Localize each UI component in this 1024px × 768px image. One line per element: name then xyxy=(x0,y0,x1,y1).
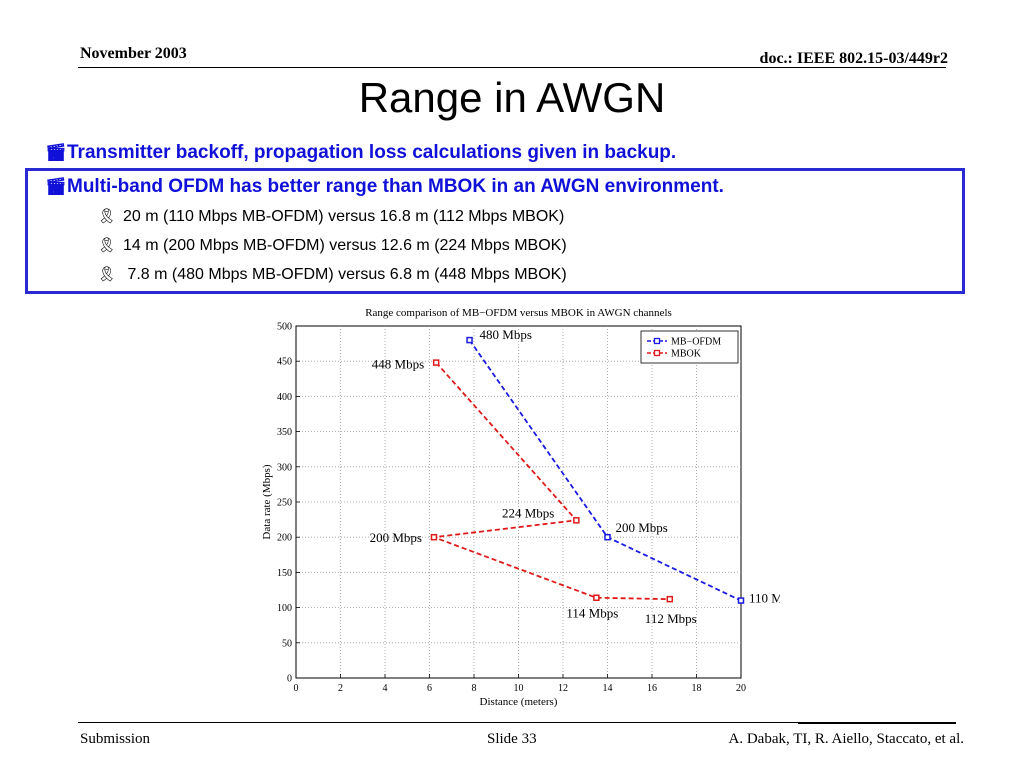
bullet-2-text: Multi-band OFDM has better range than MB… xyxy=(67,176,724,197)
x-tick-label: 4 xyxy=(383,683,388,694)
x-tick-label: 20 xyxy=(736,683,746,694)
legend-marker xyxy=(653,349,661,357)
data-label: 114 Mbps xyxy=(566,606,618,621)
data-point xyxy=(432,359,440,366)
subbullet-3: 🎗︎ 7.8 m (480 Mbps MB-OFDM) versus 6.8 m… xyxy=(97,265,567,284)
data-point xyxy=(466,336,473,344)
y-tick-label: 500 xyxy=(277,322,292,333)
data-point xyxy=(604,533,611,541)
y-tick-label: 450 xyxy=(277,357,292,368)
data-label: 112 Mbps xyxy=(645,611,697,626)
ribbon-icon: 🎗︎ xyxy=(97,237,117,254)
clapperboard-icon: 🎬︎ xyxy=(45,143,67,162)
x-tick-label: 12 xyxy=(558,683,568,694)
slide-title: Range in AWGN xyxy=(358,74,666,121)
legend-marker xyxy=(653,337,661,345)
x-tick-label: 6 xyxy=(427,683,432,694)
x-tick-label: 14 xyxy=(603,683,613,694)
x-tick-label: 10 xyxy=(514,683,524,694)
data-label: 480 Mbps xyxy=(480,327,532,342)
x-tick-label: 0 xyxy=(294,683,299,694)
subbullet-2: 🎗︎ 14 m (200 Mbps MB-OFDM) versus 12.6 m … xyxy=(97,236,567,255)
header-doc-id: doc.: IEEE 802.15-03/449r2 xyxy=(759,50,948,67)
data-label: 200 Mbps xyxy=(616,520,668,535)
ribbon-icon: 🎗︎ xyxy=(97,266,117,283)
data-point xyxy=(593,594,600,601)
range-chart: Range comparison of MB−OFDM versus MBOK … xyxy=(261,307,780,708)
data-label: 110 Mbps xyxy=(749,591,780,606)
x-tick-label: 16 xyxy=(647,683,657,694)
data-point xyxy=(737,597,745,604)
x-axis-label: Distance (meters) xyxy=(480,696,558,708)
subbullet-1-text: 20 m (110 Mbps MB-OFDM) versus 16.8 m (1… xyxy=(123,208,565,225)
data-point xyxy=(430,533,438,541)
data-point xyxy=(573,517,580,524)
footer-submission: Submission xyxy=(80,731,151,747)
subbullet-1: 🎗︎ 20 m (110 Mbps MB-OFDM) versus 16.8 m … xyxy=(97,207,564,226)
y-tick-label: 300 xyxy=(277,462,292,473)
legend-label: MB−OFDM xyxy=(671,337,721,348)
footer-slide-number: Slide 33 xyxy=(487,731,537,747)
y-tick-label: 150 xyxy=(277,568,292,579)
chart-title: Range comparison of MB−OFDM versus MBOK … xyxy=(365,307,672,319)
data-point xyxy=(666,595,674,603)
legend-box xyxy=(640,330,739,364)
clapperboard-icon: 🎬︎ xyxy=(45,177,67,196)
y-axis-label: Data rate (Mbps) xyxy=(261,464,273,539)
bullet-2: 🎬︎Multi-band OFDM has better range than … xyxy=(45,176,724,198)
footer-authors: A. Dabak, TI, R. Aiello, Staccato, et al… xyxy=(728,731,965,747)
y-tick-label: 50 xyxy=(282,638,292,649)
data-label: 224 Mbps xyxy=(502,505,554,520)
legend-label: MBOK xyxy=(671,349,702,360)
y-tick-label: 200 xyxy=(277,533,292,544)
y-tick-label: 0 xyxy=(287,674,292,685)
ribbon-icon: 🎗︎ xyxy=(97,208,117,225)
bullet-1: 🎬︎Transmitter backoff, propagation loss … xyxy=(45,142,676,164)
x-tick-label: 18 xyxy=(692,683,702,694)
data-label: 200 Mbps xyxy=(370,530,422,545)
highlight-box xyxy=(25,168,965,294)
footer-divider xyxy=(220,722,798,723)
header-date: November 2003 xyxy=(80,45,187,62)
footer-divider xyxy=(798,722,956,724)
x-tick-label: 8 xyxy=(472,683,477,694)
x-tick-label: 2 xyxy=(338,683,343,694)
subbullet-2-text: 14 m (200 Mbps MB-OFDM) versus 12.6 m (2… xyxy=(123,237,567,254)
footer-divider xyxy=(78,722,220,723)
subbullet-3-text: 7.8 m (480 Mbps MB-OFDM) versus 6.8 m (4… xyxy=(123,266,567,283)
header-divider xyxy=(78,67,946,68)
y-tick-label: 250 xyxy=(277,498,292,509)
y-tick-label: 400 xyxy=(277,392,292,403)
y-tick-label: 100 xyxy=(277,603,292,614)
bullet-1-text: Transmitter backoff, propagation loss ca… xyxy=(67,142,677,163)
data-label: 448 Mbps xyxy=(372,357,424,372)
y-tick-label: 350 xyxy=(277,427,292,438)
